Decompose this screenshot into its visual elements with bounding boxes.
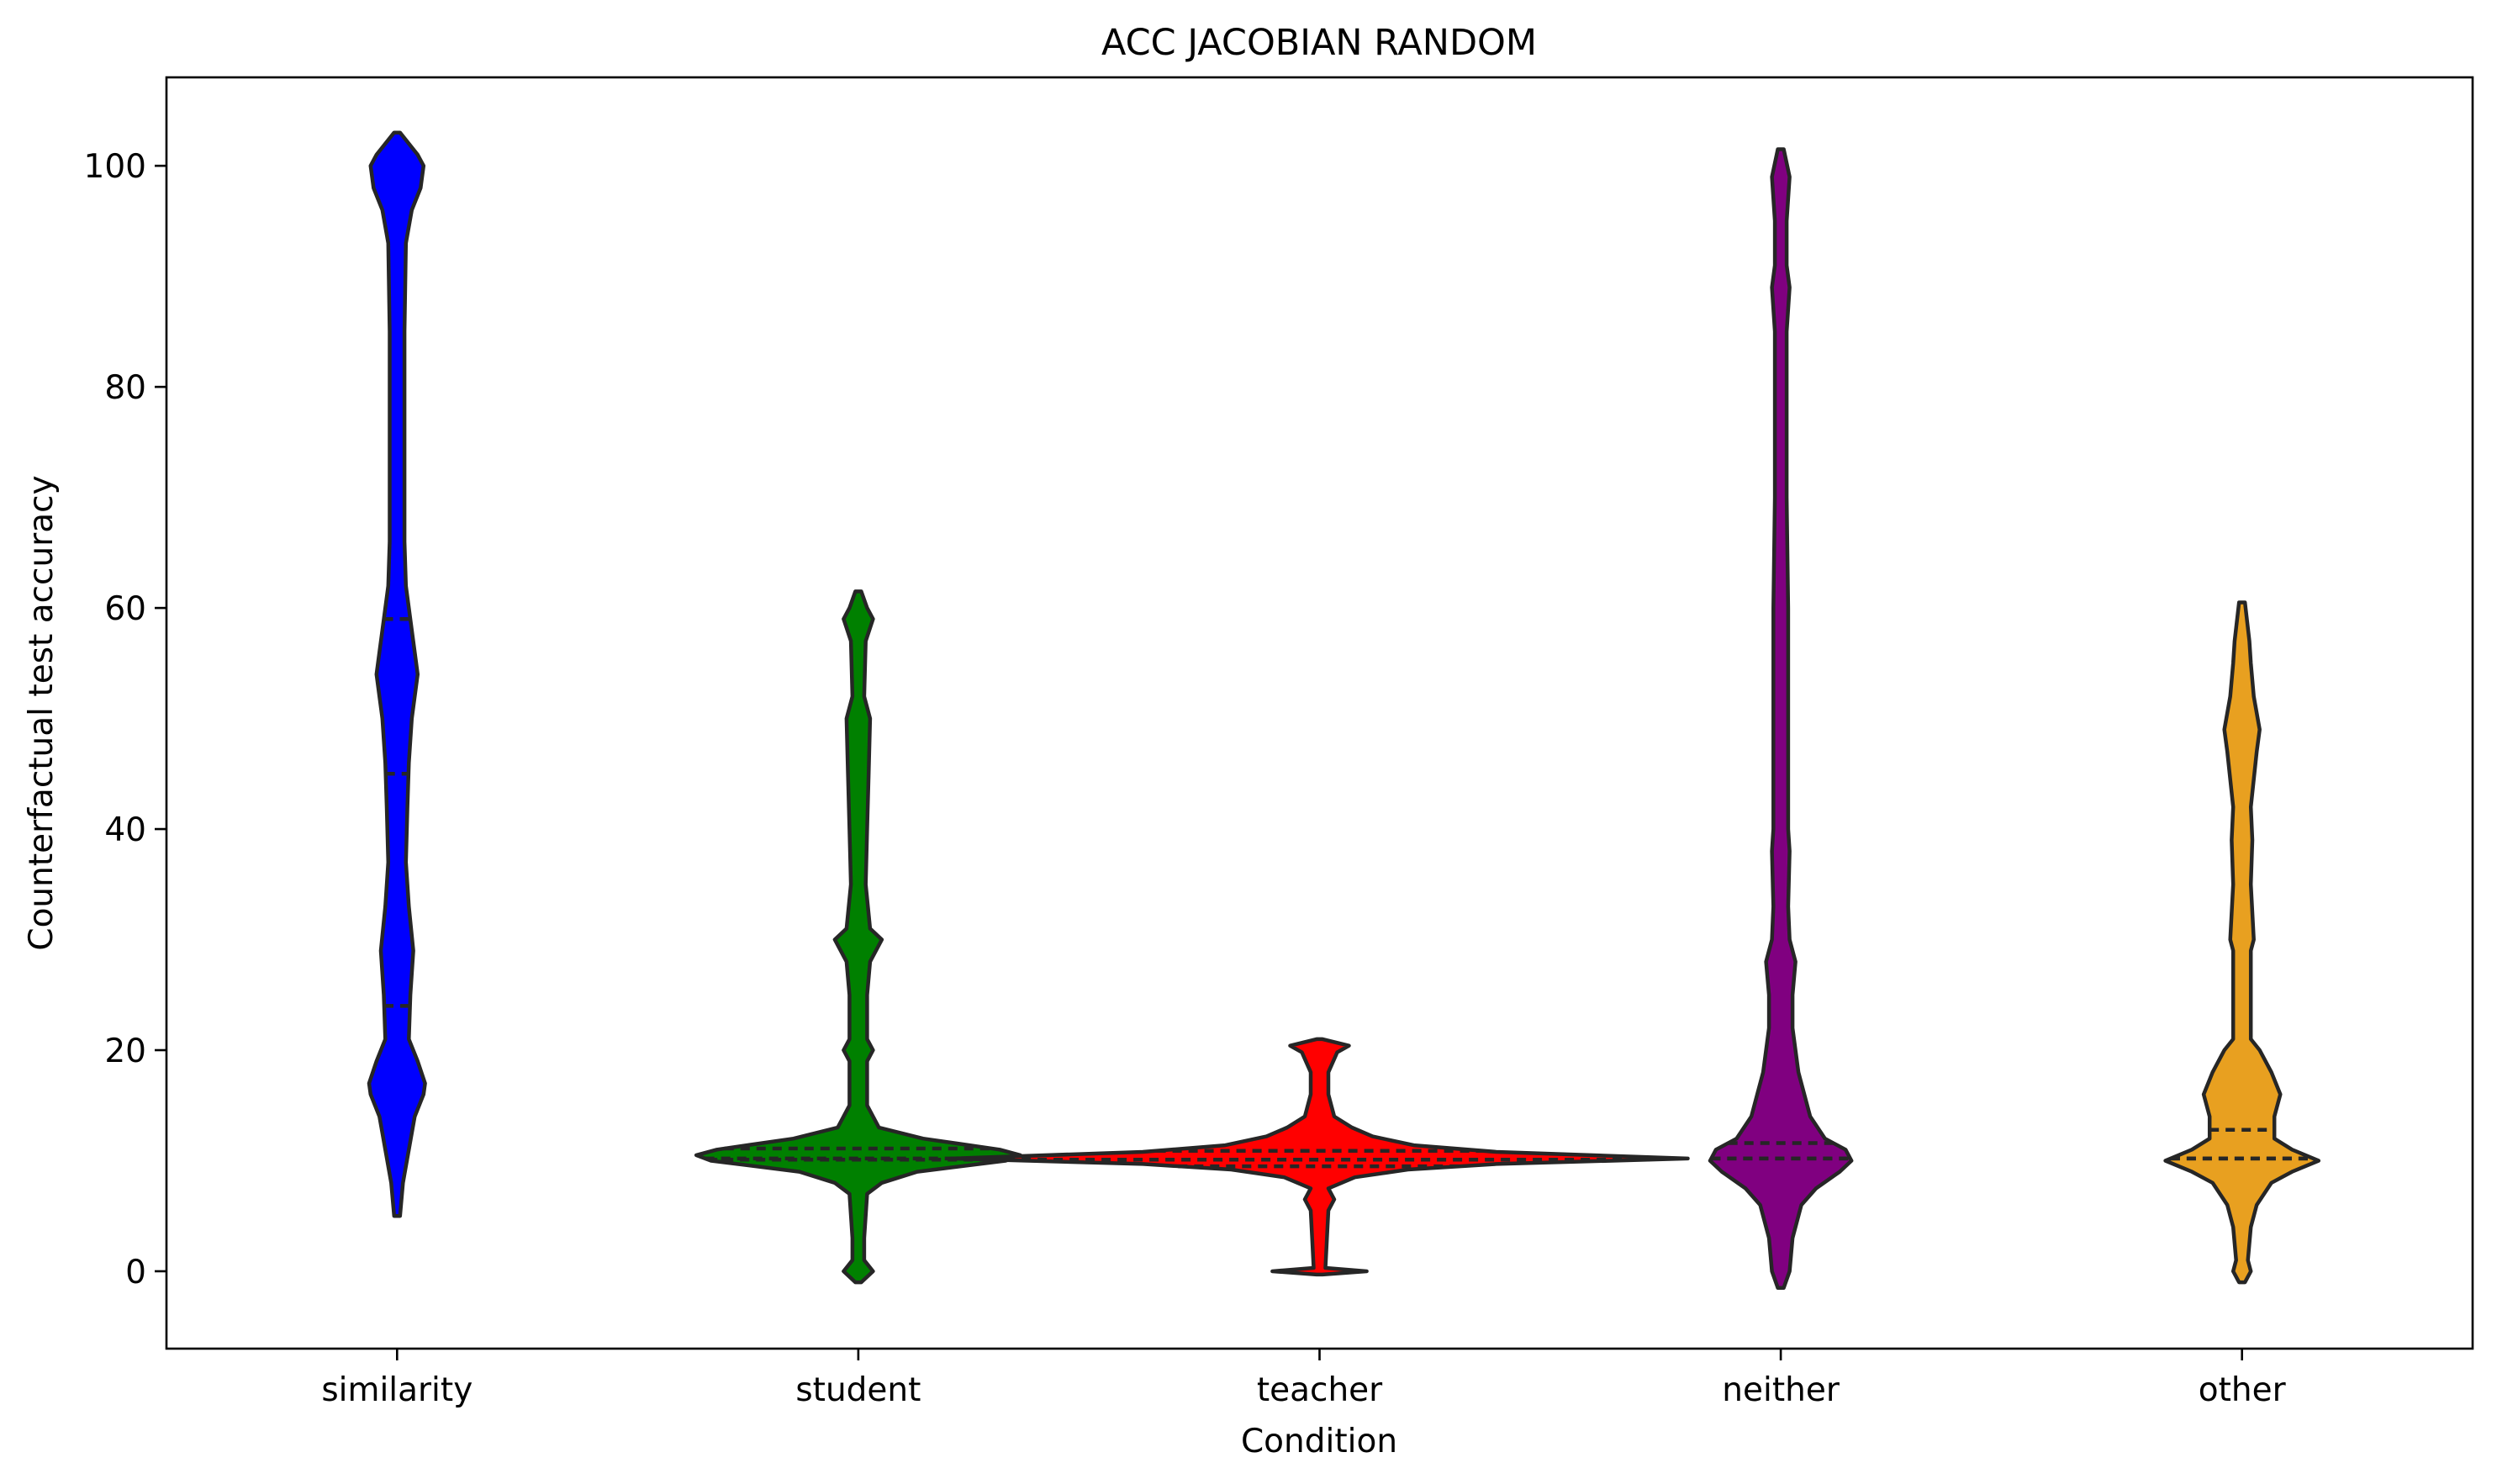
- y-tick-label-20: 20: [104, 1032, 146, 1070]
- x-axis-label: Condition: [1241, 1423, 1397, 1460]
- y-axis-label: Counterfactual test accuracy: [23, 475, 61, 950]
- axes: 0 20 40 60 80 100 similarity student teacher neit…: [84, 148, 2287, 1409]
- chart-title: ACC JACOBIAN RANDOM: [1101, 22, 1537, 64]
- y-tick-label-100: 100: [84, 148, 146, 186]
- y-tick-label-40: 40: [104, 811, 146, 849]
- x-tick-label-neither: neither: [1722, 1371, 1840, 1409]
- y-tick-label-80: 80: [104, 369, 146, 407]
- plot-area: [367, 130, 2321, 1290]
- violin-body-student: [694, 589, 1022, 1285]
- x-tick-label-similarity: similarity: [321, 1371, 472, 1409]
- plot-frame: [165, 76, 2474, 1350]
- violin-neither: [1708, 147, 1854, 1290]
- x-tick-label-teacher: teacher: [1257, 1371, 1383, 1409]
- violin-body-teacher: [949, 1037, 1690, 1277]
- violin-teacher: [949, 1037, 1690, 1277]
- violin-body-similarity: [367, 130, 427, 1218]
- x-tick-label-student: student: [795, 1371, 921, 1409]
- x-tick-label-other: other: [2199, 1371, 2287, 1409]
- y-tick-label-60: 60: [104, 590, 146, 628]
- violin-body-neither: [1708, 147, 1854, 1290]
- violin-other: [2163, 600, 2321, 1285]
- violin-similarity: [367, 130, 427, 1218]
- y-tick-label-0: 0: [125, 1254, 146, 1291]
- violin-student: [694, 589, 1022, 1285]
